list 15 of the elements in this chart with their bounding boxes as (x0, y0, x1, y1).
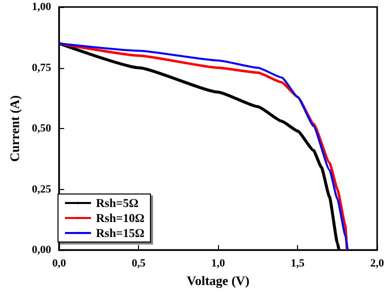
x-axis-title: Voltage (V) (186, 273, 250, 288)
y-tick-label: 0,50 (32, 122, 52, 135)
x-tick-label: 0,0 (52, 258, 67, 270)
legend-label: Rsh=10Ω (96, 211, 145, 225)
legend-label: Rsh=5Ω (96, 196, 139, 210)
legend-label: Rsh=15Ω (96, 226, 145, 240)
x-tick-label: 1,0 (211, 258, 226, 270)
x-tick-label: 2,0 (370, 258, 384, 270)
x-tick-label: 0,5 (132, 258, 146, 270)
y-axis-title: Current (A) (7, 95, 22, 162)
y-tick-label: 1,00 (32, 1, 52, 13)
x-tick-label: 1,5 (290, 258, 306, 270)
y-tick-label: 0,75 (32, 62, 52, 74)
y-tick-label: 0,25 (32, 183, 52, 196)
y-tick-label: 0,00 (32, 244, 52, 256)
